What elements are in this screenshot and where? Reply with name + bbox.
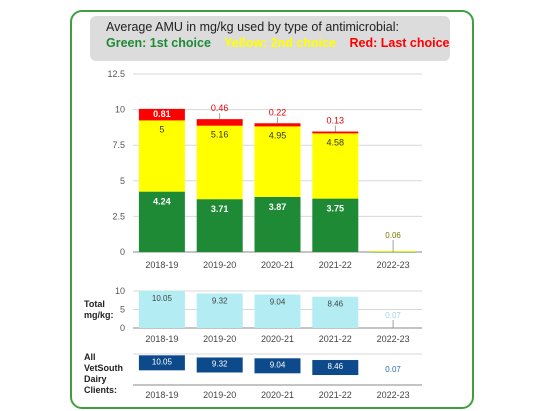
data-label-yellow: 4.58: [327, 137, 345, 147]
data-label-green: 3.87: [269, 202, 287, 212]
bar-segment-green: [312, 198, 359, 252]
y-tick-label: 7.5: [112, 140, 125, 150]
data-label-clients: 9.04: [270, 360, 286, 369]
data-label-clients: 8.46: [328, 362, 344, 371]
data-label-total: 9.04: [270, 298, 286, 307]
x-tick-label: 2018-19: [145, 334, 178, 344]
y-tick-label: 5: [120, 176, 125, 186]
data-label-total: 10.05: [152, 294, 173, 303]
bar-clients: [138, 355, 185, 371]
data-label-green: 3.71: [211, 204, 229, 214]
bar-segment-green: [370, 251, 417, 253]
x-tick-label: 2020-21: [261, 260, 294, 270]
bar-total: [138, 290, 185, 328]
legend-yellow: Yellow: 2nd choice: [224, 36, 336, 50]
data-label-red: 0.13: [327, 116, 345, 126]
bar-total: [312, 296, 359, 328]
x-tick-label: 2020-21: [261, 390, 294, 400]
x-tick-label: 2019-20: [203, 334, 236, 344]
x-tick-label: 2020-21: [261, 334, 294, 344]
data-label-green: 4.24: [153, 197, 171, 207]
y-tick-label: 5: [120, 305, 125, 315]
x-tick-label: 2022-23: [377, 334, 410, 344]
bar-segment-red: [138, 108, 185, 121]
chart-title: Average AMU in mg/kg used by type of ant…: [106, 20, 399, 34]
data-label-red: 0.81: [153, 109, 171, 119]
data-label-clients: 0.07: [385, 365, 401, 374]
x-tick-label: 2019-20: [203, 260, 236, 270]
x-tick-label: 2022-23: [377, 260, 410, 270]
y-tick-label: 10: [115, 286, 125, 296]
bar-total: [196, 293, 243, 328]
x-tick-label: 2021-22: [319, 260, 352, 270]
data-label-yellow: 5: [159, 124, 164, 134]
total-label: Total mg/kg:: [84, 299, 114, 320]
bar-clients: [196, 357, 243, 373]
y-tick-label: 10: [115, 105, 125, 115]
clients-label: All VetSouth Dairy Clients:: [84, 352, 124, 395]
bar-segment-red: [312, 131, 359, 134]
bar-segment-red: [196, 119, 243, 126]
data-label-total: 0.07: [385, 311, 401, 320]
data-label-clients: 10.05: [152, 357, 173, 366]
data-label-green: 3.75: [327, 204, 345, 214]
title-box: [90, 16, 450, 61]
x-tick-label: 2021-22: [319, 390, 352, 400]
bar-segment-green: [138, 191, 185, 252]
y-tick-label: 2.5: [112, 211, 125, 221]
x-tick-label: 2018-19: [145, 260, 178, 270]
data-label-yellow: 0.06: [385, 231, 401, 240]
data-label-clients: 9.32: [212, 359, 228, 368]
bar-total: [254, 294, 301, 328]
x-tick-label: 2018-19: [145, 390, 178, 400]
bar-segment-green: [196, 199, 243, 252]
legend-green: Green: 1st choice: [106, 36, 211, 50]
y-tick-label: 12.5: [107, 69, 125, 79]
bar-clients: [254, 358, 301, 374]
legend-red: Red: Last choice: [349, 36, 450, 50]
bar-segment-green: [254, 196, 301, 252]
bar-segment-yellow: [312, 133, 359, 199]
bar-segment-red: [254, 123, 301, 127]
data-label-red: 0.22: [269, 107, 287, 117]
data-label-red: 0.46: [211, 103, 229, 113]
y-tick-label: 0: [120, 323, 125, 333]
bar-clients: [312, 360, 359, 376]
x-tick-label: 2022-23: [377, 390, 410, 400]
data-label-yellow: 5.16: [211, 130, 229, 140]
data-label-total: 8.46: [328, 300, 344, 309]
bar-segment-yellow: [138, 120, 185, 192]
data-label-total: 9.32: [212, 297, 228, 306]
y-tick-label: 0: [120, 247, 125, 257]
legend-line: Green: 1st choice Yellow: 2nd choice Red…: [106, 36, 460, 50]
x-tick-label: 2021-22: [319, 334, 352, 344]
bar-segment-yellow: [196, 125, 243, 200]
x-tick-label: 2019-20: [203, 390, 236, 400]
data-label-yellow: 4.95: [269, 130, 287, 140]
bar-segment-yellow: [254, 126, 301, 197]
